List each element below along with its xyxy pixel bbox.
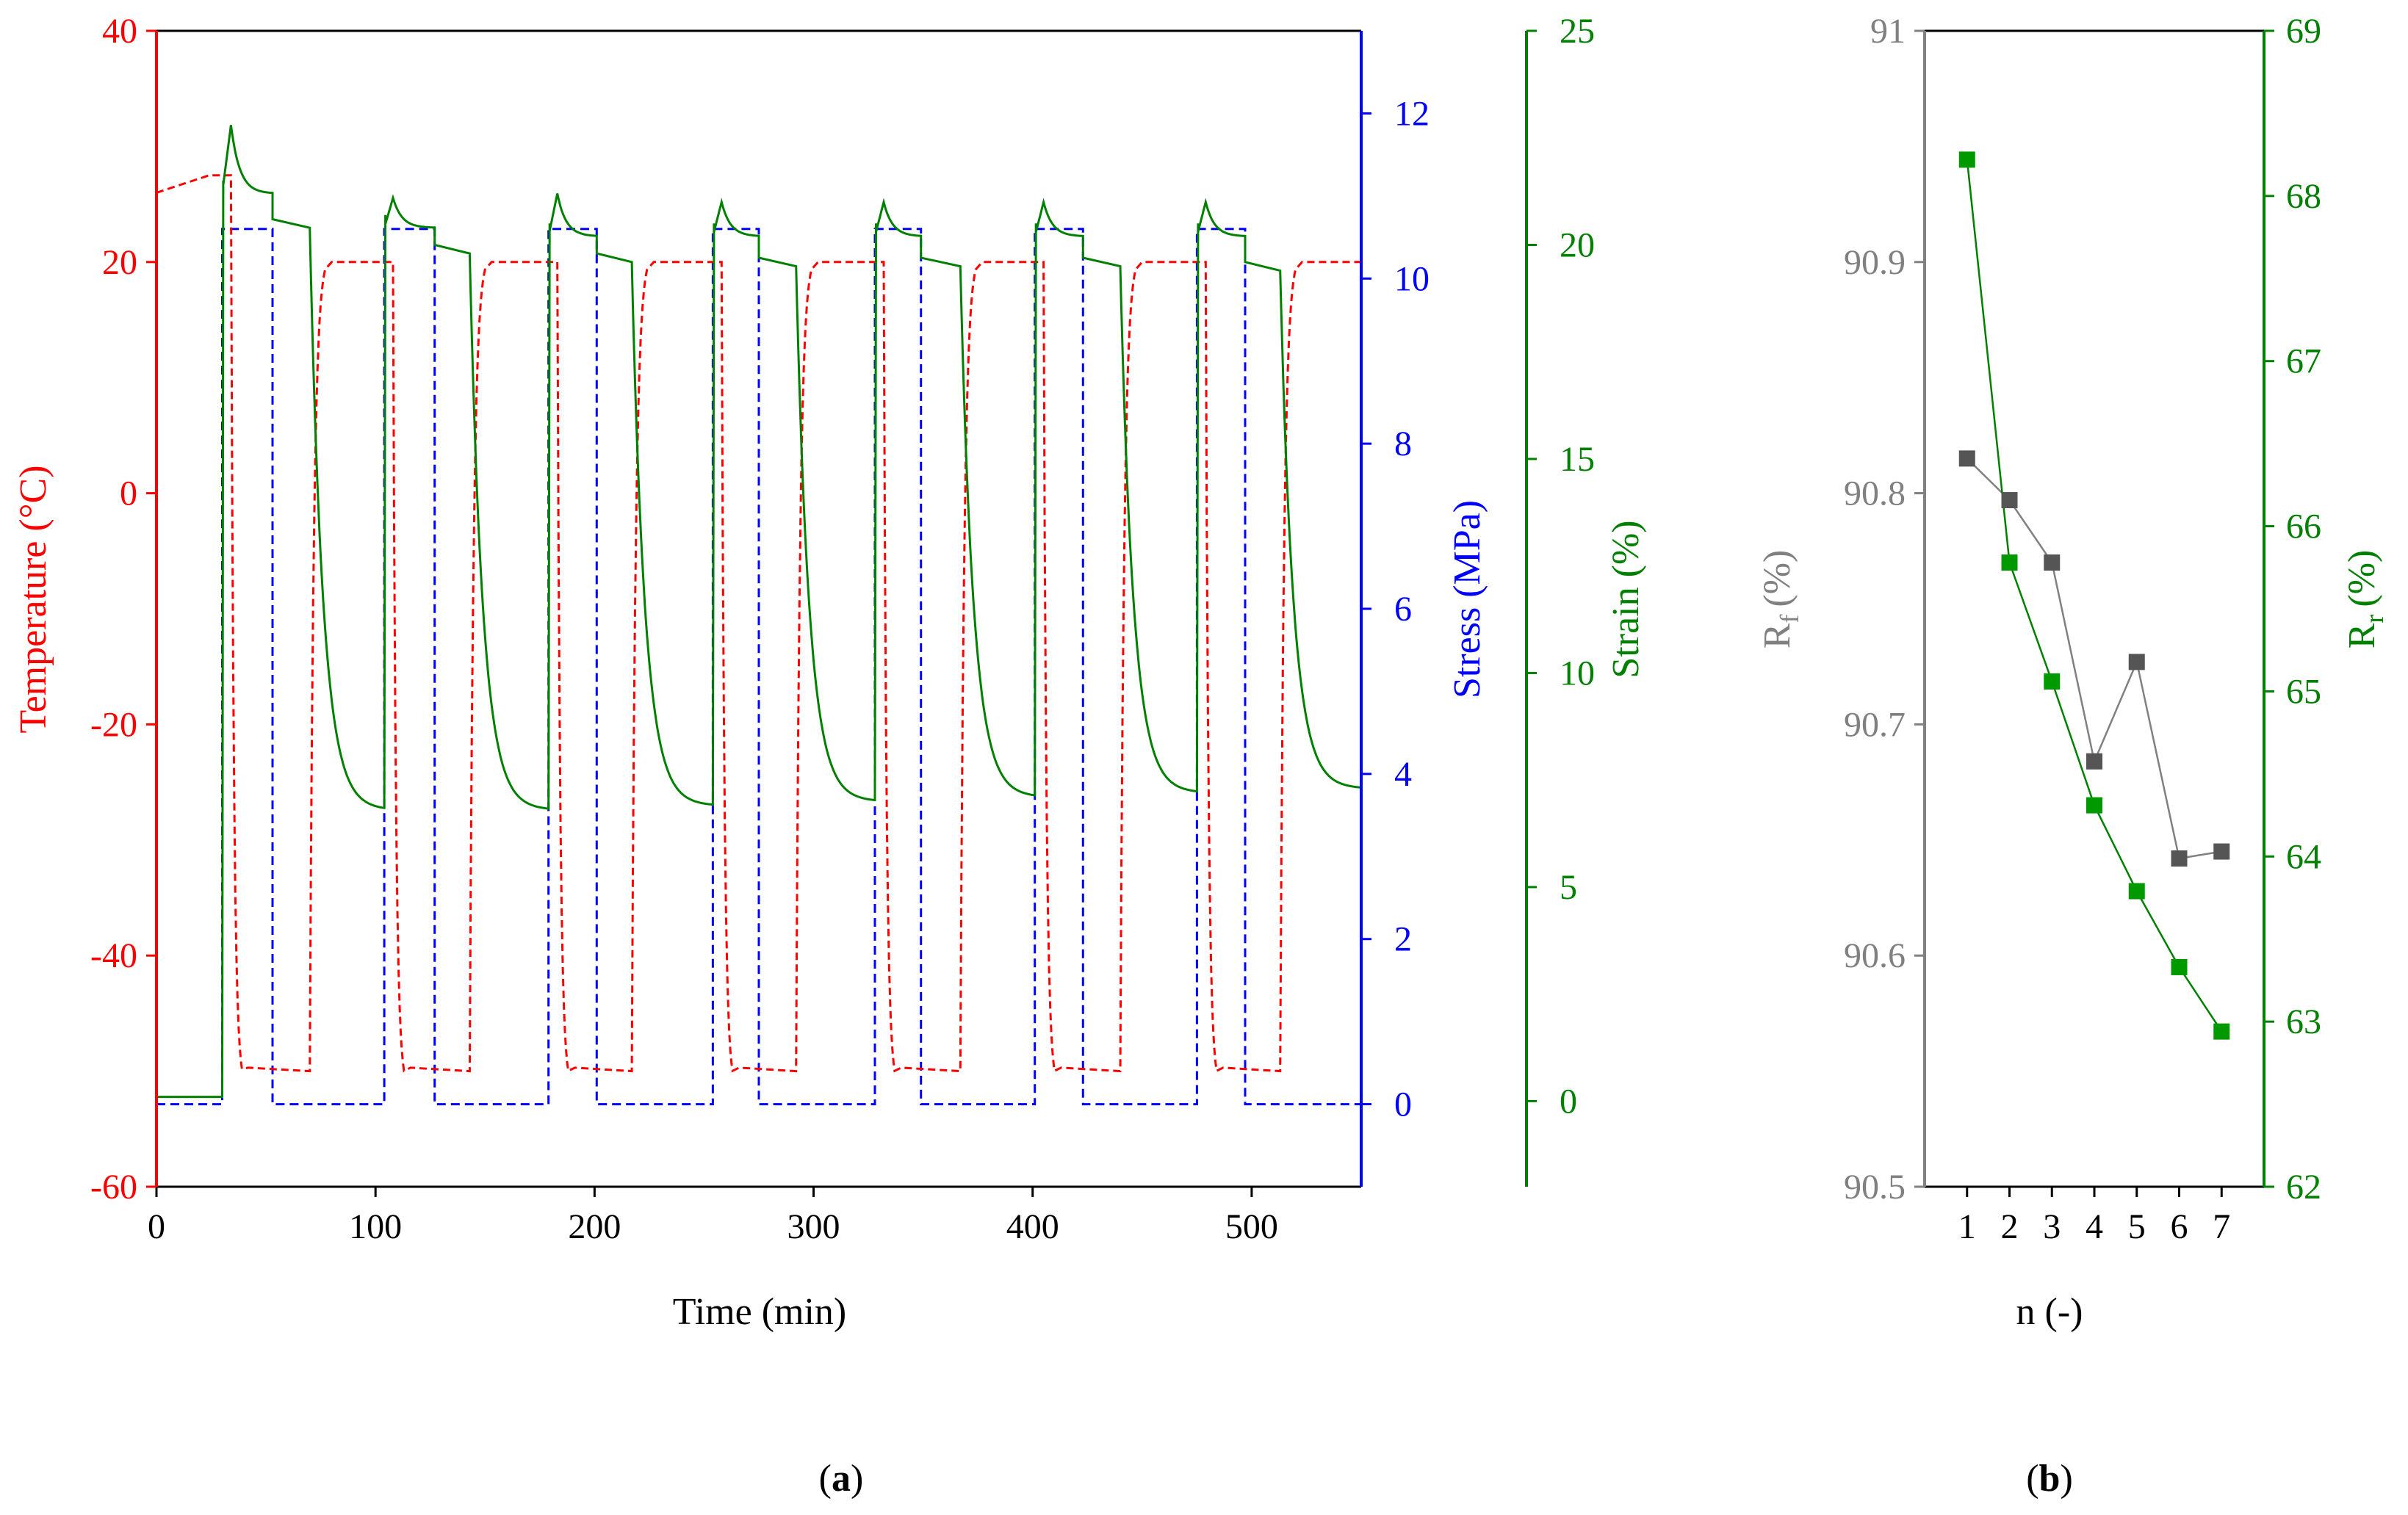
- temperature-tick-label: 20: [102, 243, 137, 282]
- stress-tick-label: 2: [1394, 920, 1412, 959]
- rf-point: [2086, 753, 2102, 770]
- strain-tick-label: 20: [1560, 225, 1595, 264]
- n-tick-label: 7: [2213, 1207, 2230, 1246]
- panel-a-frame: [155, 29, 1528, 1188]
- rf-tick-label: 90.5: [1844, 1168, 1906, 1207]
- rf-axis-title-units: (%): [1756, 550, 1798, 607]
- strain-tick-label: 5: [1560, 868, 1577, 907]
- panel-b-chart: 1 2 3 4 5 6 790.590.690.790.890.99162636465666…: [1756, 12, 2389, 1500]
- strain-tick-label: 25: [1560, 12, 1595, 51]
- panel-a-series-group: [156, 125, 1362, 1106]
- rr-tick-label: 63: [2286, 1002, 2321, 1041]
- rf-axis-title-main: R: [1756, 623, 1798, 648]
- rf-axis-title-sub: f: [1775, 615, 1804, 623]
- panel-a-temperature-axis-title: Temperature (°C): [12, 465, 54, 733]
- panel-a-label-letter: a: [832, 1458, 851, 1500]
- rf-point: [2213, 843, 2230, 860]
- strain-tick-label: 0: [1560, 1082, 1577, 1121]
- rr-point: [2213, 1023, 2230, 1040]
- stress-tick-label: 8: [1394, 424, 1412, 463]
- panel-a-label-close: ): [851, 1458, 863, 1500]
- panel-b-label-letter: b: [2039, 1458, 2061, 1500]
- rr-tick-label: 62: [2286, 1168, 2321, 1207]
- rr-tick-label: 65: [2286, 672, 2321, 711]
- n-tick-label: 4: [2086, 1207, 2103, 1246]
- rr-axis-title-sub: r: [2360, 615, 2389, 623]
- panel-b-ticks: 1 2 3 4 5 6 790.590.690.790.890.99162636465666…: [1844, 12, 2321, 1246]
- panel-a-strain-axis-title: Strain (%): [1605, 520, 1647, 678]
- x-tick-label: 500: [1225, 1207, 1278, 1246]
- strain-tick-label: 10: [1560, 654, 1595, 693]
- n-tick-label: 1: [1958, 1207, 1976, 1246]
- stress-tick-label: 6: [1394, 590, 1412, 629]
- x-tick-label: 300: [787, 1207, 840, 1246]
- n-tick-label: 3: [2043, 1207, 2061, 1246]
- rf-tick-label: 91: [1870, 12, 1906, 51]
- panel-b-label-open: (: [2026, 1458, 2038, 1500]
- panel-a-stress-axis-title: Stress (MPa): [1446, 500, 1488, 698]
- temperature-tick-label: -20: [90, 705, 137, 744]
- stress-tick-label: 0: [1394, 1085, 1412, 1124]
- n-tick-label: 6: [2171, 1207, 2188, 1246]
- rf-tick-label: 90.6: [1844, 936, 1906, 975]
- rf-point: [2171, 850, 2188, 867]
- temperature-tick-label: 40: [102, 12, 137, 51]
- rr-point: [2086, 797, 2102, 814]
- rr-point: [2001, 554, 2018, 571]
- panel-a-label-open: (: [819, 1458, 832, 1500]
- stress-tick-label: 4: [1394, 755, 1412, 794]
- rf-tick-label: 90.8: [1844, 474, 1906, 513]
- rr-tick-label: 68: [2286, 177, 2321, 216]
- n-tick-label: 5: [2128, 1207, 2146, 1246]
- panel-a-label: (a): [819, 1458, 864, 1500]
- rf-point: [1958, 450, 1975, 467]
- rr-axis-title-units: (%): [2341, 550, 2383, 607]
- panel-b-rr-axis-title: Rr (%): [2341, 550, 2389, 649]
- x-tick-label: 100: [349, 1207, 402, 1246]
- panel-a-ticks: 0 100 200 300 400 500-60-40-20020400246810120…: [90, 12, 1595, 1246]
- temperature-tick-label: 0: [120, 474, 137, 513]
- x-tick-label: 200: [568, 1207, 621, 1246]
- rr-point: [2128, 883, 2145, 900]
- rf-point: [2044, 554, 2061, 571]
- stress-tick-label: 12: [1394, 94, 1430, 133]
- temperature-tick-label: -60: [90, 1168, 137, 1207]
- rr-tick-label: 67: [2286, 342, 2321, 381]
- rf-tick-label: 90.9: [1844, 243, 1906, 282]
- x-tick-label: 0: [148, 1207, 165, 1246]
- rf-tick-label: 90.7: [1844, 705, 1906, 744]
- panel-b-x-axis-title: n (-): [2016, 1291, 2083, 1333]
- stress-tick-label: 10: [1394, 259, 1430, 298]
- panel-b-label: (b): [2026, 1458, 2073, 1500]
- rf-point: [2128, 654, 2145, 670]
- rr-axis-title-main: R: [2341, 623, 2383, 648]
- n-tick-label: 2: [2001, 1207, 2019, 1246]
- rr-tick-label: 66: [2286, 507, 2321, 546]
- rr-tick-label: 69: [2286, 12, 2321, 51]
- rr-tick-label: 64: [2286, 837, 2321, 876]
- panel-b-series-group: [1958, 151, 2230, 1040]
- rr-point: [2044, 673, 2061, 690]
- rr-point: [2171, 958, 2188, 975]
- strain-series-line: [156, 125, 1362, 1099]
- panel-a-chart: 0 100 200 300 400 500-60-40-20020400246810120…: [12, 12, 1647, 1500]
- panel-b-label-close: ): [2060, 1458, 2072, 1500]
- x-tick-label: 400: [1006, 1207, 1059, 1246]
- panel-a-x-axis-title: Time (min): [673, 1291, 846, 1333]
- rr-point: [1958, 151, 1975, 168]
- temperature-tick-label: -40: [90, 936, 137, 975]
- strain-tick-label: 15: [1560, 440, 1595, 479]
- rf-point: [2001, 492, 2018, 509]
- temperature-series-line: [156, 174, 1361, 1073]
- panel-b-rf-axis-title: Rf (%): [1756, 550, 1804, 649]
